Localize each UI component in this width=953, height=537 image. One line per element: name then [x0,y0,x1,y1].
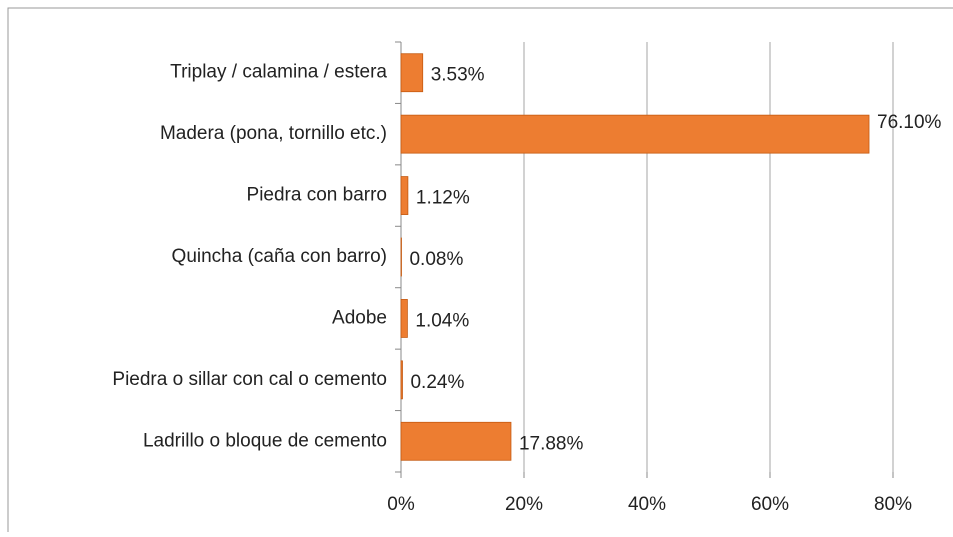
value-label: 0.08% [409,249,463,270]
x-tick-label: 40% [628,494,666,515]
x-tick-label: 20% [505,494,543,515]
y-tick-label: Piedra con barro [247,185,387,206]
y-tick-label: Quincha (caña con barro) [172,246,387,267]
x-tick-label: 0% [387,494,415,515]
bar [401,177,408,215]
y-tick-label: Piedra o sillar con cal o cemento [112,369,387,390]
value-label: 0.24% [410,372,464,393]
x-tick-label: 80% [874,494,912,515]
value-label: 1.04% [415,310,469,331]
y-tick-label: Adobe [332,307,387,328]
bar [401,422,511,460]
value-label: 1.12% [416,188,470,209]
y-tick-label: Ladrillo o bloque de cemento [143,430,387,451]
value-label: 3.53% [431,65,485,86]
bar [401,361,402,399]
y-tick-label: Triplay / calamina / estera [170,62,387,83]
bar [401,54,423,92]
bar [401,115,869,153]
bar [401,299,407,337]
value-label: 76.10% [877,112,942,133]
x-tick-label: 60% [751,494,789,515]
y-tick-label: Madera (pona, tornillo etc.) [160,123,387,144]
value-label: 17.88% [519,433,584,454]
